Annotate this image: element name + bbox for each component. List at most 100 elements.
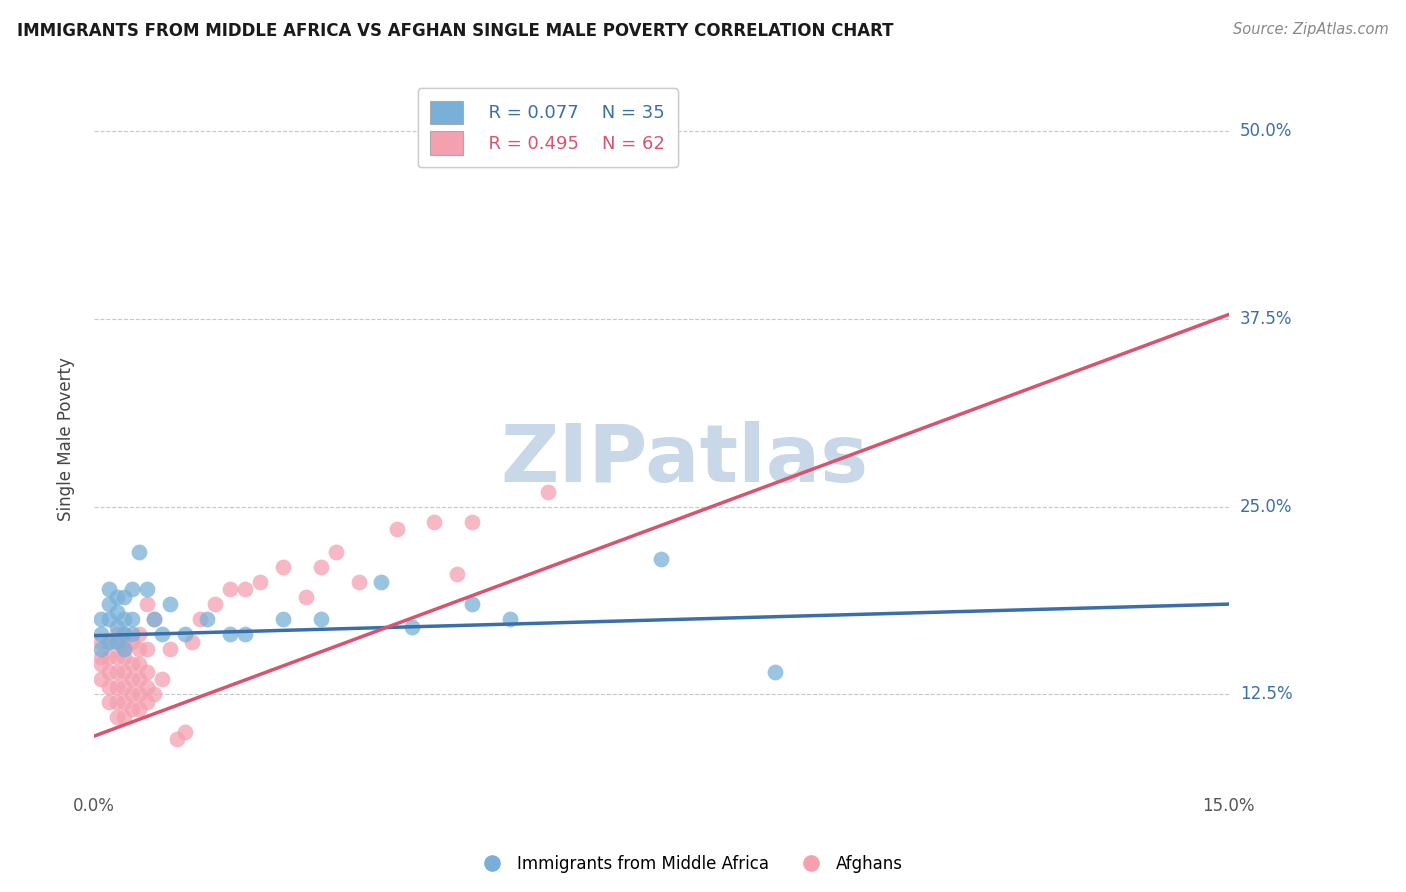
Point (112, 612, 135, 626)
Point (650, 552, 672, 566)
Point (105, 590, 128, 604)
Point (121, 702, 143, 716)
Point (98, 665, 121, 679)
Point (271, 612, 294, 626)
Point (112, 642, 135, 657)
Point (370, 574, 392, 589)
Point (461, 597, 484, 611)
Point (128, 672, 150, 686)
Point (112, 695, 135, 709)
Point (166, 732, 188, 747)
Point (98, 649, 121, 664)
Point (98, 597, 121, 611)
Text: IMMIGRANTS FROM MIDDLE AFRICA VS AFGHAN SINGLE MALE POVERTY CORRELATION CHART: IMMIGRANTS FROM MIDDLE AFRICA VS AFGHAN … (17, 22, 893, 40)
Point (188, 612, 211, 626)
Point (90, 672, 112, 686)
Point (105, 634, 128, 648)
Point (112, 649, 135, 664)
Point (105, 649, 128, 664)
Point (128, 687, 150, 701)
Point (121, 627, 143, 641)
Point (197, 612, 219, 626)
Point (347, 574, 370, 589)
Point (105, 695, 128, 709)
Point (204, 597, 226, 611)
Point (181, 634, 204, 648)
Point (233, 627, 256, 641)
Point (135, 597, 157, 611)
Point (143, 687, 166, 701)
Point (105, 627, 128, 641)
Point (90, 634, 112, 648)
Point (401, 619, 423, 633)
Point (98, 680, 121, 694)
Point (128, 657, 150, 672)
Point (105, 709, 128, 723)
Point (135, 695, 157, 709)
Point (98, 695, 121, 709)
Point (90, 612, 112, 626)
Text: 37.5%: 37.5% (1240, 310, 1292, 328)
Point (159, 642, 181, 657)
Point (135, 582, 157, 596)
Y-axis label: Single Male Poverty: Single Male Poverty (58, 357, 75, 521)
Point (150, 627, 173, 641)
Point (98, 612, 121, 626)
Point (219, 627, 242, 641)
Point (121, 657, 143, 672)
Point (461, 515, 484, 529)
Point (98, 582, 121, 596)
Point (294, 590, 316, 604)
Point (135, 665, 157, 679)
Point (121, 582, 143, 596)
Point (98, 634, 121, 648)
Point (90, 649, 112, 664)
Point (121, 612, 143, 626)
Point (128, 627, 150, 641)
Point (309, 559, 332, 574)
Point (135, 680, 157, 694)
Point (121, 672, 143, 686)
Point (143, 612, 166, 626)
Point (112, 627, 135, 641)
Point (105, 680, 128, 694)
Point (537, 484, 560, 499)
Point (90, 642, 112, 657)
Point (423, 515, 446, 529)
Point (112, 680, 135, 694)
Point (128, 642, 150, 657)
Point (233, 582, 256, 596)
Point (90, 657, 112, 672)
Text: ZIPatlas: ZIPatlas (501, 421, 869, 500)
Text: 12.5%: 12.5% (1240, 685, 1292, 703)
Point (112, 590, 135, 604)
Point (499, 612, 522, 626)
Point (159, 597, 181, 611)
Text: 50.0%: 50.0% (1240, 122, 1292, 140)
Point (150, 672, 173, 686)
Point (90, 627, 112, 641)
Point (446, 567, 468, 582)
Point (271, 559, 294, 574)
Point (219, 582, 242, 596)
Point (105, 665, 128, 679)
Point (98, 634, 121, 648)
Point (105, 634, 128, 648)
Point (105, 619, 128, 633)
Legend:   R = 0.077    N = 35,   R = 0.495    N = 62: R = 0.077 N = 35, R = 0.495 N = 62 (418, 88, 678, 167)
Point (112, 709, 135, 723)
Legend: Immigrants from Middle Africa, Afghans: Immigrants from Middle Africa, Afghans (468, 848, 910, 880)
Point (173, 724, 195, 739)
Point (112, 665, 135, 679)
Text: 25.0%: 25.0% (1240, 498, 1292, 516)
Point (325, 544, 347, 558)
Point (121, 634, 143, 648)
Point (112, 627, 135, 641)
Point (121, 687, 143, 701)
Point (128, 702, 150, 716)
Point (385, 522, 408, 536)
Point (112, 634, 135, 648)
Point (135, 642, 157, 657)
Text: Source: ZipAtlas.com: Source: ZipAtlas.com (1233, 22, 1389, 37)
Point (763, 665, 786, 679)
